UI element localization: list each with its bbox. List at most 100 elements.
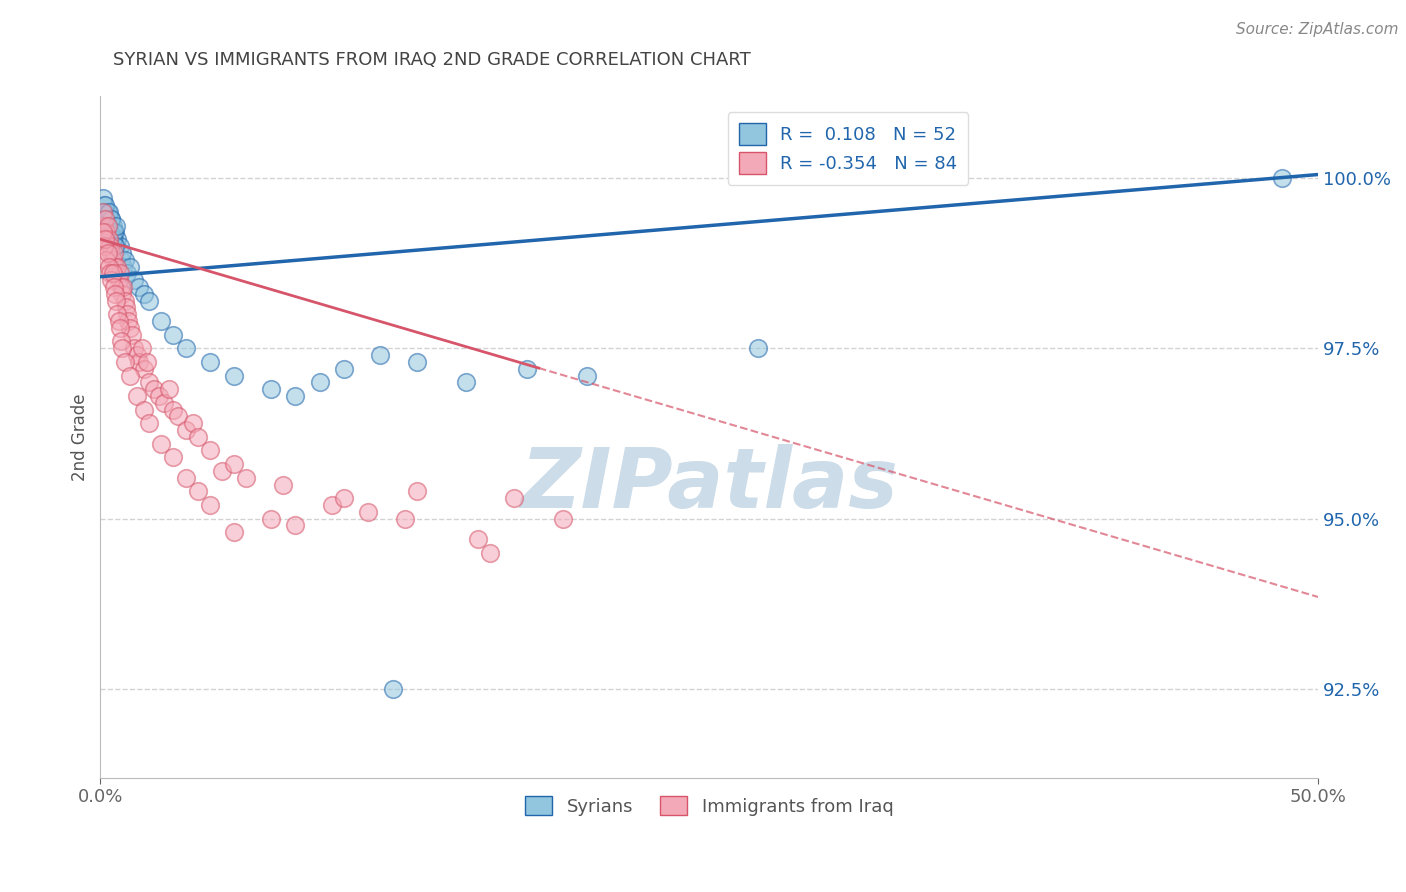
Point [100, 211, 122, 226]
Point [174, 341, 197, 355]
Point [115, 307, 138, 321]
Point [94, 211, 117, 226]
Point [134, 361, 156, 376]
Point [107, 314, 129, 328]
Point [100, 273, 122, 287]
Point [108, 266, 131, 280]
Point [114, 252, 136, 267]
Point [134, 402, 156, 417]
Legend: Syrians, Immigrants from Iraq: Syrians, Immigrants from Iraq [517, 789, 901, 823]
Point [406, 355, 429, 369]
Point [96, 205, 118, 219]
Point [91, 226, 114, 240]
Point [103, 280, 125, 294]
Point [142, 382, 165, 396]
Point [103, 245, 125, 260]
Point [503, 491, 526, 506]
Point [94, 198, 117, 212]
Point [125, 348, 148, 362]
Point [124, 273, 146, 287]
Point [128, 355, 150, 369]
Point [174, 471, 197, 485]
Point [406, 484, 429, 499]
Point [108, 239, 131, 253]
Point [131, 341, 153, 355]
Point [211, 464, 233, 478]
Point [162, 327, 184, 342]
Point [115, 266, 138, 280]
Point [103, 226, 125, 240]
Point [100, 211, 122, 226]
Point [187, 484, 209, 499]
Point [479, 546, 502, 560]
Point [98, 266, 121, 280]
Point [114, 355, 136, 369]
Point [321, 498, 343, 512]
Point [94, 211, 117, 226]
Point [224, 525, 246, 540]
Point [167, 409, 190, 424]
Point [516, 361, 538, 376]
Point [138, 376, 160, 390]
Point [105, 307, 128, 321]
Point [107, 273, 129, 287]
Point [284, 518, 307, 533]
Point [333, 361, 356, 376]
Point [157, 382, 180, 396]
Point [260, 511, 283, 525]
Point [97, 245, 120, 260]
Point [98, 226, 121, 240]
Point [357, 505, 380, 519]
Point [308, 376, 330, 390]
Point [467, 532, 489, 546]
Point [112, 260, 135, 274]
Point [370, 348, 392, 362]
Point [117, 314, 139, 328]
Point [103, 232, 125, 246]
Point [110, 252, 132, 267]
Point [174, 423, 197, 437]
Point [97, 219, 120, 233]
Point [105, 232, 128, 246]
Point [138, 293, 160, 308]
Point [162, 402, 184, 417]
Point [111, 245, 134, 260]
Point [198, 443, 221, 458]
Point [114, 293, 136, 308]
Point [747, 341, 769, 355]
Point [115, 301, 138, 315]
Point [118, 368, 141, 383]
Point [224, 368, 246, 383]
Point [97, 219, 120, 233]
Point [97, 205, 120, 219]
Point [148, 389, 170, 403]
Point [124, 341, 146, 355]
Point [91, 191, 114, 205]
Point [91, 205, 114, 219]
Point [198, 355, 221, 369]
Point [150, 436, 173, 450]
Point [101, 252, 124, 267]
Point [128, 280, 150, 294]
Point [105, 293, 128, 308]
Point [93, 205, 115, 219]
Point [118, 321, 141, 335]
Point [97, 260, 120, 274]
Point [333, 491, 356, 506]
Point [94, 232, 117, 246]
Point [1271, 170, 1294, 185]
Point [105, 239, 128, 253]
Text: SYRIAN VS IMMIGRANTS FROM IRAQ 2ND GRADE CORRELATION CHART: SYRIAN VS IMMIGRANTS FROM IRAQ 2ND GRADE… [112, 51, 751, 69]
Point [105, 260, 128, 274]
Point [284, 389, 307, 403]
Point [111, 341, 134, 355]
Point [96, 211, 118, 226]
Point [98, 239, 121, 253]
Point [150, 314, 173, 328]
Text: ZIPatlas: ZIPatlas [520, 444, 898, 525]
Point [112, 280, 135, 294]
Point [181, 416, 204, 430]
Point [111, 286, 134, 301]
Point [110, 334, 132, 349]
Point [271, 477, 294, 491]
